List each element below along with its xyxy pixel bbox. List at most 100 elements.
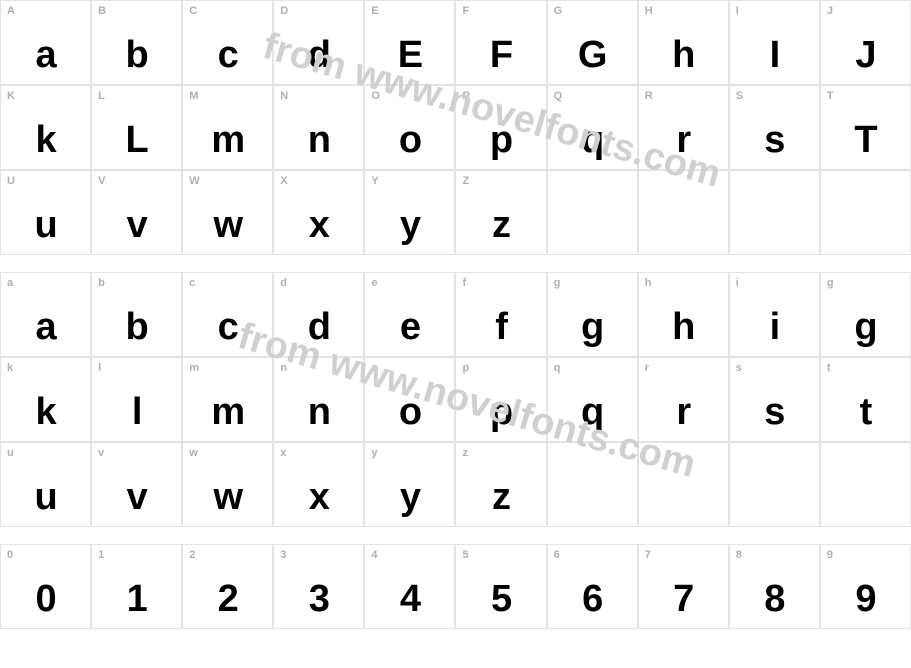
glyph-cell: ss	[729, 357, 820, 442]
glyph-cell: mm	[182, 357, 273, 442]
glyph-sections: AaBbCcDdEEFFGGHhIIJJKkLLMmNnOoPpQqRrSsTT…	[0, 0, 911, 629]
glyph-cell-label: 3	[280, 549, 286, 561]
glyph-cell-label: 1	[98, 549, 104, 561]
glyph-cell-glyph: s	[764, 393, 784, 431]
glyph-cell-glyph: 4	[400, 580, 420, 618]
glyph-cell-glyph: p	[490, 393, 512, 431]
glyph-cell: qq	[547, 357, 638, 442]
glyph-cell-glyph: 1	[127, 580, 147, 618]
glyph-cell-glyph: t	[860, 393, 872, 431]
glyph-cell-label: a	[7, 277, 13, 289]
glyph-cell-glyph: u	[34, 206, 56, 244]
glyph-cell-label: V	[98, 175, 105, 187]
glyph-cell-glyph: w	[213, 206, 242, 244]
glyph-row: 00112233445566778899	[0, 544, 911, 629]
glyph-cell-label: y	[371, 447, 377, 459]
glyph-cell: ii	[729, 272, 820, 357]
glyph-cell	[547, 170, 638, 255]
glyph-cell: pp	[455, 357, 546, 442]
glyph-cell-glyph: r	[676, 393, 690, 431]
glyph-cell-label: D	[280, 5, 288, 17]
glyph-cell: JJ	[820, 0, 911, 85]
glyph-cell-glyph: a	[35, 36, 55, 74]
glyph-cell: 88	[729, 544, 820, 629]
glyph-cell: 99	[820, 544, 911, 629]
glyph-cell: ww	[182, 442, 273, 527]
glyph-cell-glyph: k	[35, 121, 55, 159]
glyph-cell-label: z	[462, 447, 468, 459]
glyph-cell: gg	[820, 272, 911, 357]
glyph-cell-glyph: m	[211, 393, 244, 431]
glyph-cell: 33	[273, 544, 364, 629]
glyph-cell-glyph: v	[127, 478, 147, 516]
glyph-cell: II	[729, 0, 820, 85]
glyph-cell: bb	[91, 272, 182, 357]
glyph-cell-glyph: w	[213, 478, 242, 516]
glyph-cell-label: e	[371, 277, 377, 289]
glyph-cell-label: p	[462, 362, 469, 374]
glyph-cell-glyph: v	[127, 206, 147, 244]
glyph-cell: Oo	[364, 85, 455, 170]
glyph-cell: Ww	[182, 170, 273, 255]
glyph-cell-label: 8	[736, 549, 742, 561]
glyph-cell-glyph: e	[400, 308, 420, 346]
glyph-cell-label: c	[189, 277, 195, 289]
glyph-cell-label: x	[280, 447, 286, 459]
glyph-cell: Vv	[91, 170, 182, 255]
glyph-cell: xx	[273, 442, 364, 527]
glyph-cell: ll	[91, 357, 182, 442]
glyph-cell-label: o	[371, 362, 378, 374]
glyph-cell-glyph: h	[672, 36, 694, 74]
glyph-cell-glyph: I	[770, 36, 780, 74]
glyph-cell-label: H	[645, 5, 653, 17]
glyph-cell-label: E	[371, 5, 378, 17]
glyph-cell-glyph: z	[492, 478, 510, 516]
glyph-cell-label: L	[98, 90, 105, 102]
glyph-cell: Cc	[182, 0, 273, 85]
section-gap	[0, 255, 911, 272]
glyph-cell-glyph: c	[218, 36, 238, 74]
glyph-cell-glyph: m	[211, 121, 244, 159]
glyph-cell: uu	[0, 442, 91, 527]
glyph-cell-glyph: d	[308, 36, 330, 74]
glyph-cell-label: N	[280, 90, 288, 102]
glyph-cell: Zz	[455, 170, 546, 255]
glyph-cell-glyph: T	[854, 121, 876, 159]
glyph-cell-label: G	[554, 5, 563, 17]
glyph-cell: cc	[182, 272, 273, 357]
glyph-cell-label: 5	[462, 549, 468, 561]
glyph-cell-glyph: a	[35, 308, 55, 346]
glyph-cell-glyph: x	[309, 206, 329, 244]
glyph-cell-label: P	[462, 90, 469, 102]
glyph-cell-glyph: n	[308, 393, 330, 431]
glyph-cell: 66	[547, 544, 638, 629]
glyph-cell: Ss	[729, 85, 820, 170]
glyph-cell-glyph: L	[126, 121, 148, 159]
glyph-cell: Aa	[0, 0, 91, 85]
font-character-map: AaBbCcDdEEFFGGHhIIJJKkLLMmNnOoPpQqRrSsTT…	[0, 0, 911, 668]
glyph-cell-label: S	[736, 90, 743, 102]
glyph-cell: FF	[455, 0, 546, 85]
glyph-cell-glyph: o	[399, 393, 421, 431]
glyph-cell-glyph: b	[126, 36, 148, 74]
glyph-row: KkLLMmNnOoPpQqRrSsTT	[0, 85, 911, 170]
glyph-row: AaBbCcDdEEFFGGHhIIJJ	[0, 0, 911, 85]
glyph-cell	[638, 170, 729, 255]
glyph-cell-glyph: u	[34, 478, 56, 516]
glyph-cell-glyph: n	[308, 121, 330, 159]
glyph-cell-glyph: 6	[582, 580, 602, 618]
glyph-cell: ee	[364, 272, 455, 357]
glyph-cell-glyph: f	[495, 308, 507, 346]
glyph-cell-glyph: G	[578, 36, 607, 74]
glyph-row: kkllmmnnooppqqrrsstt	[0, 357, 911, 442]
glyph-cell: kk	[0, 357, 91, 442]
glyph-cell-glyph: y	[400, 206, 420, 244]
glyph-cell: Kk	[0, 85, 91, 170]
glyph-cell-label: U	[7, 175, 15, 187]
glyph-cell-label: Y	[371, 175, 378, 187]
glyph-cell-label: M	[189, 90, 198, 102]
glyph-cell: Bb	[91, 0, 182, 85]
glyph-cell-glyph: x	[309, 478, 329, 516]
glyph-cell: Mm	[182, 85, 273, 170]
glyph-cell: GG	[547, 0, 638, 85]
